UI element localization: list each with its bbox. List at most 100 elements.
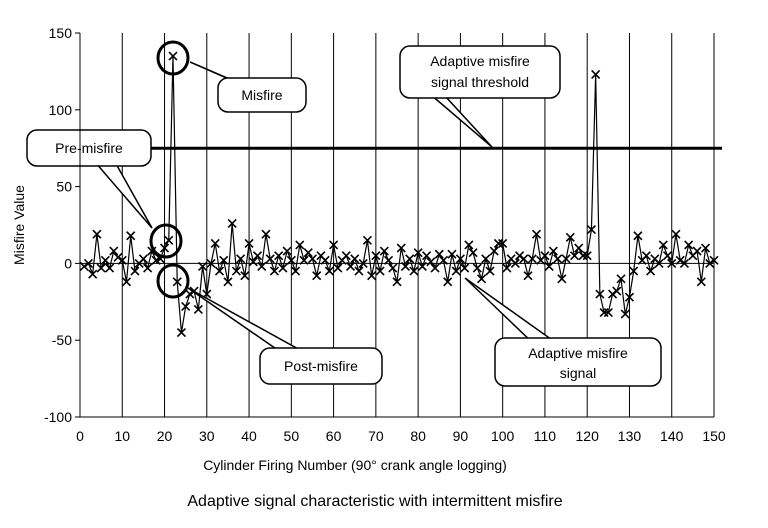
x-tick-label: 140: [660, 428, 684, 444]
data-point-marker: [434, 249, 444, 259]
data-point-marker: [388, 263, 398, 273]
data-point-marker: [413, 248, 423, 258]
post-misfire-callout: [259, 347, 383, 385]
signal-callout-tail: [464, 277, 557, 346]
data-point-marker: [574, 243, 584, 253]
x-axis-label: Cylinder Firing Number (90° crank angle …: [203, 457, 507, 473]
data-point-marker: [244, 238, 254, 248]
data-point-marker: [371, 251, 381, 261]
data-point-marker: [671, 229, 681, 239]
data-point-marker: [476, 274, 487, 284]
y-tick-label: -50: [52, 332, 72, 348]
data-point-marker: [460, 263, 470, 273]
data-point-marker: [252, 251, 263, 261]
x-tick-label: 110: [534, 428, 557, 444]
data-point-marker: [422, 251, 432, 261]
pre-misfire-label: Pre-misfire: [55, 140, 123, 156]
pre-misfire-circle: [149, 223, 183, 259]
post-misfire-circle: [156, 263, 190, 299]
y-tick-label: 50: [56, 179, 72, 195]
y-tick-label: 100: [49, 102, 73, 118]
threshold-label-1: Adaptive misfire: [430, 53, 530, 69]
data-point-marker: [147, 246, 157, 256]
data-point-marker: [176, 327, 187, 338]
data-point-marker: [544, 261, 554, 272]
pre-misfire-callout: [26, 129, 152, 167]
data-point-marker: [210, 238, 220, 248]
post-misfire-callout-tail: [187, 287, 302, 356]
signal-label-1: Adaptive misfire: [528, 345, 628, 361]
x-tick-label: 50: [284, 428, 300, 444]
x-tick-label: 60: [326, 428, 342, 444]
data-point-marker: [358, 258, 368, 268]
data-point-marker: [295, 240, 305, 250]
data-point-marker: [329, 240, 339, 250]
data-point-marker: [553, 254, 563, 264]
data-point-marker: [586, 225, 596, 235]
x-tick-label: 40: [241, 428, 257, 444]
x-tick-label: 130: [618, 428, 642, 444]
data-point-marker: [548, 246, 558, 256]
data-point-marker: [565, 232, 575, 242]
data-point-marker: [515, 251, 525, 261]
data-point-marker: [629, 266, 639, 276]
data-point-marker: [624, 292, 635, 302]
data-point-marker: [168, 51, 178, 61]
data-point-marker: [79, 261, 89, 272]
data-point-marker: [286, 255, 296, 265]
y-tick-label: 150: [49, 25, 73, 41]
x-tick-label: 30: [199, 428, 215, 444]
data-point-marker: [113, 252, 123, 262]
data-point-marker: [451, 266, 461, 276]
data-point-marker: [214, 266, 225, 276]
y-tick-label: 0: [64, 255, 72, 271]
pre-misfire-callout-tail: [93, 161, 153, 229]
data-point-marker: [675, 255, 685, 265]
threshold-label-2: signal threshold: [431, 74, 529, 90]
data-point-marker: [519, 254, 529, 264]
data-point-marker: [692, 246, 702, 256]
data-point-marker: [121, 277, 132, 287]
data-point-marker: [498, 238, 508, 248]
misfire-circle: [156, 40, 190, 76]
data-point-marker: [172, 277, 182, 287]
data-point-marker: [193, 304, 203, 315]
data-point-marker: [430, 263, 440, 273]
data-point-marker: [206, 258, 216, 268]
x-tick-label: 120: [576, 428, 600, 444]
data-point-marker: [164, 235, 174, 245]
data-point-marker: [561, 254, 571, 264]
data-point-marker: [269, 266, 279, 276]
data-point-marker: [324, 266, 334, 276]
signal-line: [83, 56, 715, 333]
data-point-marker: [582, 251, 592, 261]
data-point-marker: [88, 269, 98, 279]
data-point-marker: [307, 254, 318, 264]
x-tick-label: 70: [368, 428, 384, 444]
data-point-marker: [447, 249, 457, 259]
data-point-marker: [662, 251, 673, 261]
data-point-marker: [379, 246, 389, 256]
chart-title: Adaptive signal characteristic with inte…: [187, 493, 562, 510]
data-point-marker: [100, 255, 110, 265]
data-point-marker: [138, 254, 148, 264]
signal-callout: [494, 337, 662, 387]
data-point-marker: [96, 263, 106, 273]
data-point-marker: [257, 261, 267, 272]
data-point-marker: [557, 274, 567, 284]
data-point-marker: [527, 254, 537, 264]
data-point-marker: [531, 229, 542, 239]
data-point-marker: [684, 240, 694, 250]
data-point-marker: [227, 218, 237, 229]
data-point-marker: [83, 258, 94, 268]
y-axis-label: Misfire Value: [11, 185, 27, 265]
data-point-marker: [455, 254, 465, 264]
data-point-marker: [481, 254, 491, 264]
data-point-marker: [299, 255, 309, 265]
data-point-marker: [616, 274, 626, 284]
data-point-marker: [667, 258, 677, 268]
data-point-marker: [354, 266, 364, 276]
x-tick-label: 10: [114, 428, 130, 444]
data-point-marker: [303, 248, 313, 258]
